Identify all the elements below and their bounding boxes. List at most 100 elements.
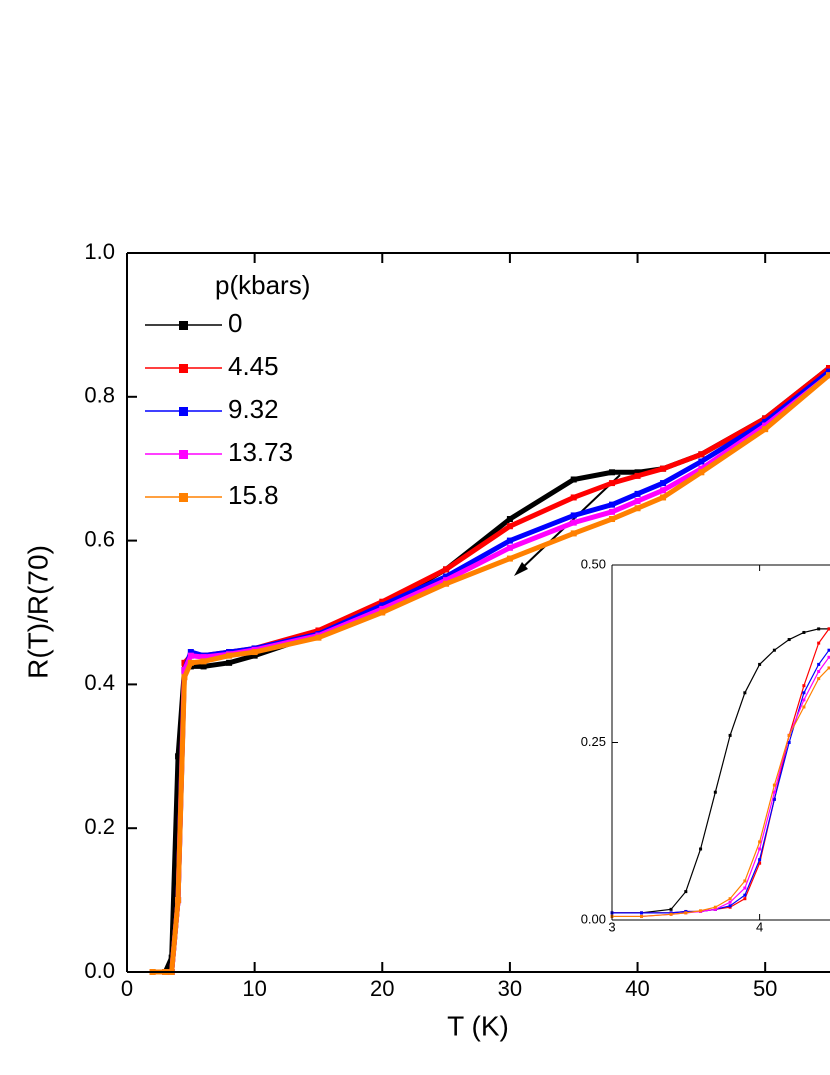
data-point	[698, 458, 705, 465]
data-point	[758, 847, 762, 851]
data-point	[772, 783, 776, 787]
data-point	[251, 652, 258, 659]
legend-label: 0	[228, 308, 242, 338]
y-tick-label: 0.0	[84, 958, 115, 983]
data-point	[827, 655, 830, 659]
data-point	[698, 451, 705, 458]
data-point	[669, 907, 673, 911]
data-point	[609, 480, 616, 487]
series-line	[612, 628, 829, 914]
y-tick-label: 0.6	[84, 526, 115, 551]
x-axis-label: T (K)	[447, 1010, 509, 1041]
data-point	[379, 602, 386, 609]
data-point	[762, 418, 769, 425]
data-point	[772, 790, 776, 794]
y-tick-label: 0.25	[581, 734, 606, 749]
data-point	[817, 670, 821, 673]
data-point	[570, 519, 577, 526]
data-point	[743, 879, 747, 883]
data-point	[181, 667, 188, 674]
data-point	[187, 652, 194, 659]
data-point	[699, 909, 703, 913]
data-point	[379, 598, 386, 605]
data-point	[609, 501, 616, 508]
data-point	[762, 415, 769, 422]
data-point	[802, 698, 806, 702]
series-line	[612, 649, 830, 914]
data-point	[743, 893, 747, 897]
data-point	[787, 638, 791, 642]
data-point	[443, 573, 450, 580]
data-point	[634, 469, 641, 476]
x-tick-label: 40	[625, 976, 649, 1001]
data-point	[802, 630, 806, 634]
legend-swatch	[179, 407, 188, 416]
data-point	[640, 911, 644, 915]
data-point	[443, 580, 450, 587]
data-point	[315, 627, 322, 634]
data-point	[634, 505, 641, 512]
arrow-head	[514, 562, 528, 576]
data-point	[758, 858, 762, 862]
data-point	[443, 577, 450, 584]
data-point	[570, 476, 577, 483]
data-point	[758, 662, 762, 666]
y-tick-label: 0.50	[581, 556, 606, 571]
data-point	[200, 658, 207, 665]
data-point	[743, 691, 747, 695]
data-point	[181, 674, 188, 681]
data-point	[817, 677, 821, 681]
series-line	[612, 667, 830, 918]
series-line	[152, 373, 830, 975]
legend-label: 4.45	[228, 351, 279, 381]
data-point	[728, 733, 732, 737]
data-point	[609, 508, 616, 515]
data-point	[660, 494, 667, 501]
data-point	[570, 530, 577, 537]
legend-label: 13.73	[228, 437, 293, 467]
data-point	[699, 847, 703, 851]
x-tick-label: 20	[370, 976, 394, 1001]
data-point	[506, 516, 513, 523]
data-point	[817, 662, 821, 666]
legend-title: p(kbars)	[215, 270, 310, 300]
data-point	[698, 469, 705, 476]
data-point	[713, 905, 717, 909]
data-point	[570, 512, 577, 519]
data-point	[827, 648, 830, 652]
data-point	[379, 609, 386, 616]
data-point	[787, 741, 791, 744]
data-point	[175, 897, 182, 904]
legend-swatch	[179, 493, 188, 502]
data-point	[506, 555, 513, 562]
legend-label: 9.32	[228, 394, 279, 424]
data-point	[827, 666, 830, 670]
legend-swatch	[179, 364, 188, 373]
data-point	[609, 469, 616, 476]
data-point	[634, 472, 641, 479]
data-point	[660, 487, 667, 494]
data-point	[758, 840, 762, 844]
inset-background	[612, 565, 830, 920]
data-point	[187, 649, 194, 656]
data-point	[684, 890, 688, 894]
data-point	[669, 912, 673, 916]
data-point	[827, 627, 830, 631]
data-point	[506, 537, 513, 544]
x-tick-label: 4	[756, 919, 763, 934]
y-tick-label: 0.8	[84, 383, 115, 408]
data-point	[315, 634, 322, 641]
data-point	[728, 897, 732, 901]
data-point	[762, 422, 769, 429]
x-tick-label: 30	[498, 976, 522, 1001]
data-point	[226, 652, 233, 659]
data-point	[660, 480, 667, 487]
data-point	[817, 641, 821, 645]
y-axis-label: R(T)/R(70)	[22, 545, 53, 679]
data-point	[743, 886, 747, 890]
data-point	[728, 900, 732, 904]
data-point	[826, 368, 830, 375]
x-tick-label: 10	[242, 976, 266, 1001]
